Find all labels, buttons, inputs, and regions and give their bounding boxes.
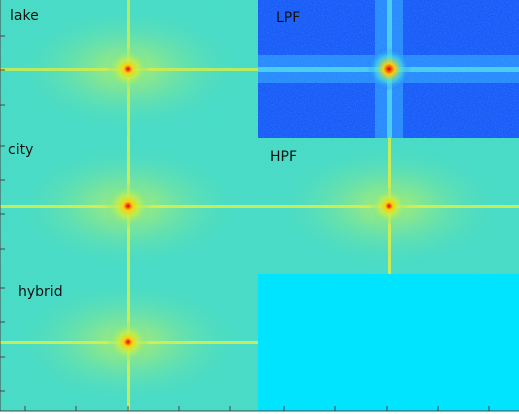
panel-label: hybrid [18,284,63,300]
panel-label: HPF [270,149,297,165]
panel-label: lake [10,8,39,24]
empty-panel [258,274,519,411]
panel-label: city [8,142,33,158]
labels: lake LPF city HPF hybrid [8,8,300,300]
noise [0,0,519,274]
panel-label: LPF [276,10,300,26]
noise [0,274,258,411]
